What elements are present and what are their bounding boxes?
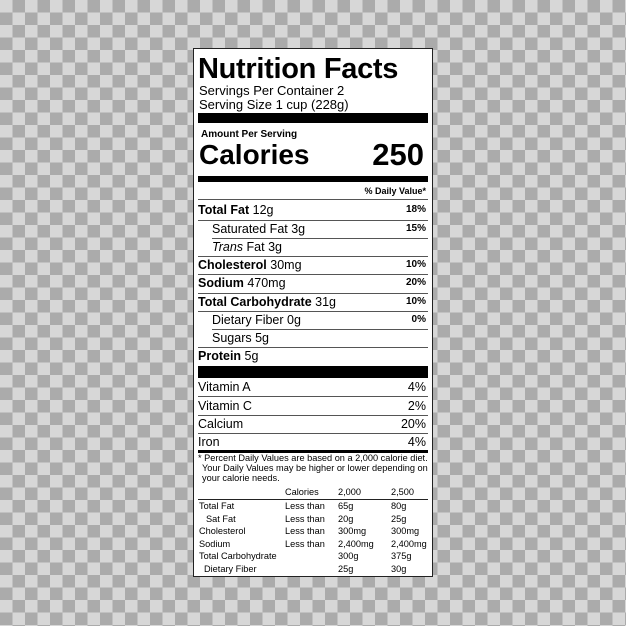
- vitamin-row-iron: Iron 4%: [198, 435, 426, 449]
- footnote-line: your calorie needs.: [202, 473, 280, 483]
- medium-divider: [198, 176, 428, 182]
- reference-table-header: Calories 2,000 2,500: [285, 487, 414, 497]
- daily-value-header: % Daily Value*: [364, 186, 426, 196]
- nutrient-row-trans-fat: Trans Fat 3g: [212, 240, 282, 254]
- serving-size: Serving Size 1 cup (228g): [199, 97, 349, 112]
- divider: [198, 199, 428, 200]
- divider: [198, 396, 428, 397]
- thick-divider: [198, 113, 428, 123]
- reference-table-row: Sat Fat Less than 20g 25g: [206, 513, 407, 524]
- thick-divider: [198, 366, 428, 378]
- nutrient-row-total-fat: Total Fat 12g 18%: [198, 203, 426, 217]
- calories-label: Calories: [199, 139, 310, 170]
- nutrition-facts-label: Nutrition Facts Servings Per Container 2…: [193, 48, 433, 577]
- nutrient-row-saturated-fat: Saturated Fat 3g 15%: [212, 222, 426, 236]
- divider: [198, 274, 428, 275]
- reference-table-row: Cholesterol Less than 300mg 300mg: [199, 526, 420, 536]
- amount-per-serving: Amount Per Serving: [201, 129, 298, 140]
- reference-table-row: Total Fat Less than 65g 80g: [199, 501, 407, 511]
- divider: [198, 347, 428, 348]
- vitamin-row-a: Vitamin A 4%: [198, 380, 426, 394]
- reference-table-row: Dietary Fiber 25g 30g: [204, 563, 407, 574]
- divider: [198, 311, 428, 312]
- divider: [212, 329, 428, 330]
- label-title: Nutrition Facts: [198, 53, 399, 85]
- divider: [212, 238, 428, 239]
- divider: [198, 415, 428, 416]
- footnote-line: Your Daily Values may be higher or lower…: [202, 463, 428, 473]
- divider: [198, 293, 428, 294]
- servings-per-container: Servings Per Container 2: [199, 83, 345, 98]
- calories-value: 250: [372, 137, 424, 172]
- footnote-line: * Percent Daily Values are based on a 2,…: [198, 453, 428, 463]
- nutrient-row-sodium: Sodium 470mg 20%: [198, 276, 426, 290]
- divider: [198, 499, 428, 500]
- nutrient-row-protein: Protein 5g: [198, 349, 259, 363]
- nutrient-row-dietary-fiber: Dietary Fiber 0g 0%: [212, 313, 426, 327]
- reference-table-row: Sodium Less than 2,400mg 2,400mg: [199, 538, 427, 549]
- nutrient-row-total-carbohydrate: Total Carbohydrate 31g 10%: [198, 295, 426, 309]
- nutrient-row-sugars: Sugars 5g: [212, 331, 269, 345]
- nutrient-row-cholesterol: Cholesterol 30mg 10%: [198, 258, 426, 272]
- footnote: * Percent Daily Values are based on a 2,…: [198, 453, 428, 483]
- divider: [198, 433, 428, 434]
- divider: [198, 450, 428, 453]
- divider: [198, 220, 428, 221]
- reference-table-row: Total Carbohydrate 300g 375g: [199, 551, 412, 561]
- divider: [198, 256, 428, 257]
- vitamin-row-calcium: Calcium 20%: [198, 417, 426, 431]
- vitamin-row-c: Vitamin C 2%: [198, 399, 426, 413]
